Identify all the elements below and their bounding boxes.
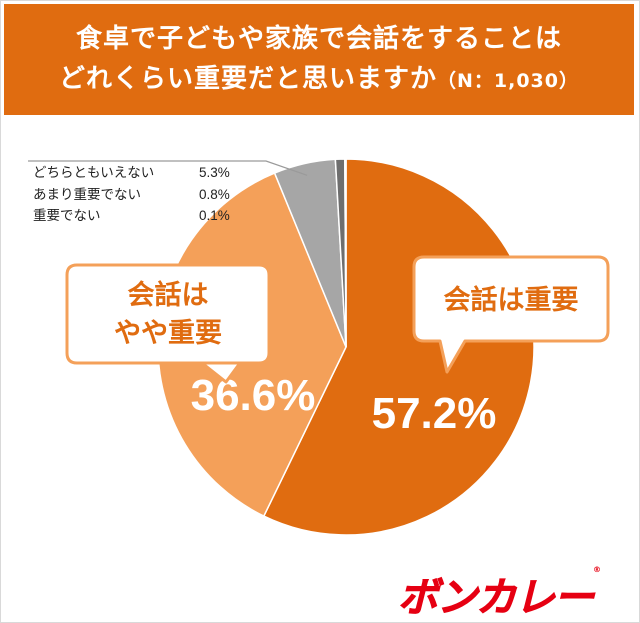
small-label-0: どちらともいえない bbox=[33, 165, 154, 181]
callout-important-text: 会話は重要 bbox=[444, 284, 579, 316]
chart-title-line1: 食卓で子どもや家族で会話をすることは bbox=[75, 23, 562, 54]
small-value-2: 0.1% bbox=[199, 208, 230, 223]
callout-somewhat-line1: 会話は bbox=[128, 279, 209, 311]
pie-slice-0 bbox=[262, 158, 535, 536]
callout-important bbox=[412, 255, 610, 374]
value-label-somewhat: 36.6% bbox=[191, 371, 316, 420]
title-banner: 食卓で子どもや家族で会話をすることは どれくらい重要だと思いますか（N：1,03… bbox=[4, 4, 634, 115]
small-label-2: 重要でない bbox=[33, 208, 101, 224]
value-label-important: 57.2% bbox=[372, 389, 497, 438]
callout-somewhat-line2: やや重要 bbox=[114, 318, 222, 349]
chart-title-line2-text: どれくらい重要だと思いますか bbox=[58, 63, 437, 94]
sample-size-note: （N：1,030） bbox=[437, 69, 580, 92]
chart-title-line2: どれくらい重要だと思いますか（N：1,030） bbox=[59, 59, 579, 101]
registered-mark: ® bbox=[593, 565, 601, 574]
callout-somewhat bbox=[65, 263, 271, 384]
logo-text: ボンカレー bbox=[398, 575, 595, 622]
small-value-1: 0.8% bbox=[199, 187, 230, 202]
leader-line bbox=[28, 160, 308, 176]
bonchi-logo: ボンカレー® bbox=[398, 565, 602, 623]
small-value-0: 5.3% bbox=[199, 165, 230, 180]
small-label-1: あまり重要でない bbox=[33, 187, 141, 203]
pie-slice-4 bbox=[344, 158, 347, 348]
